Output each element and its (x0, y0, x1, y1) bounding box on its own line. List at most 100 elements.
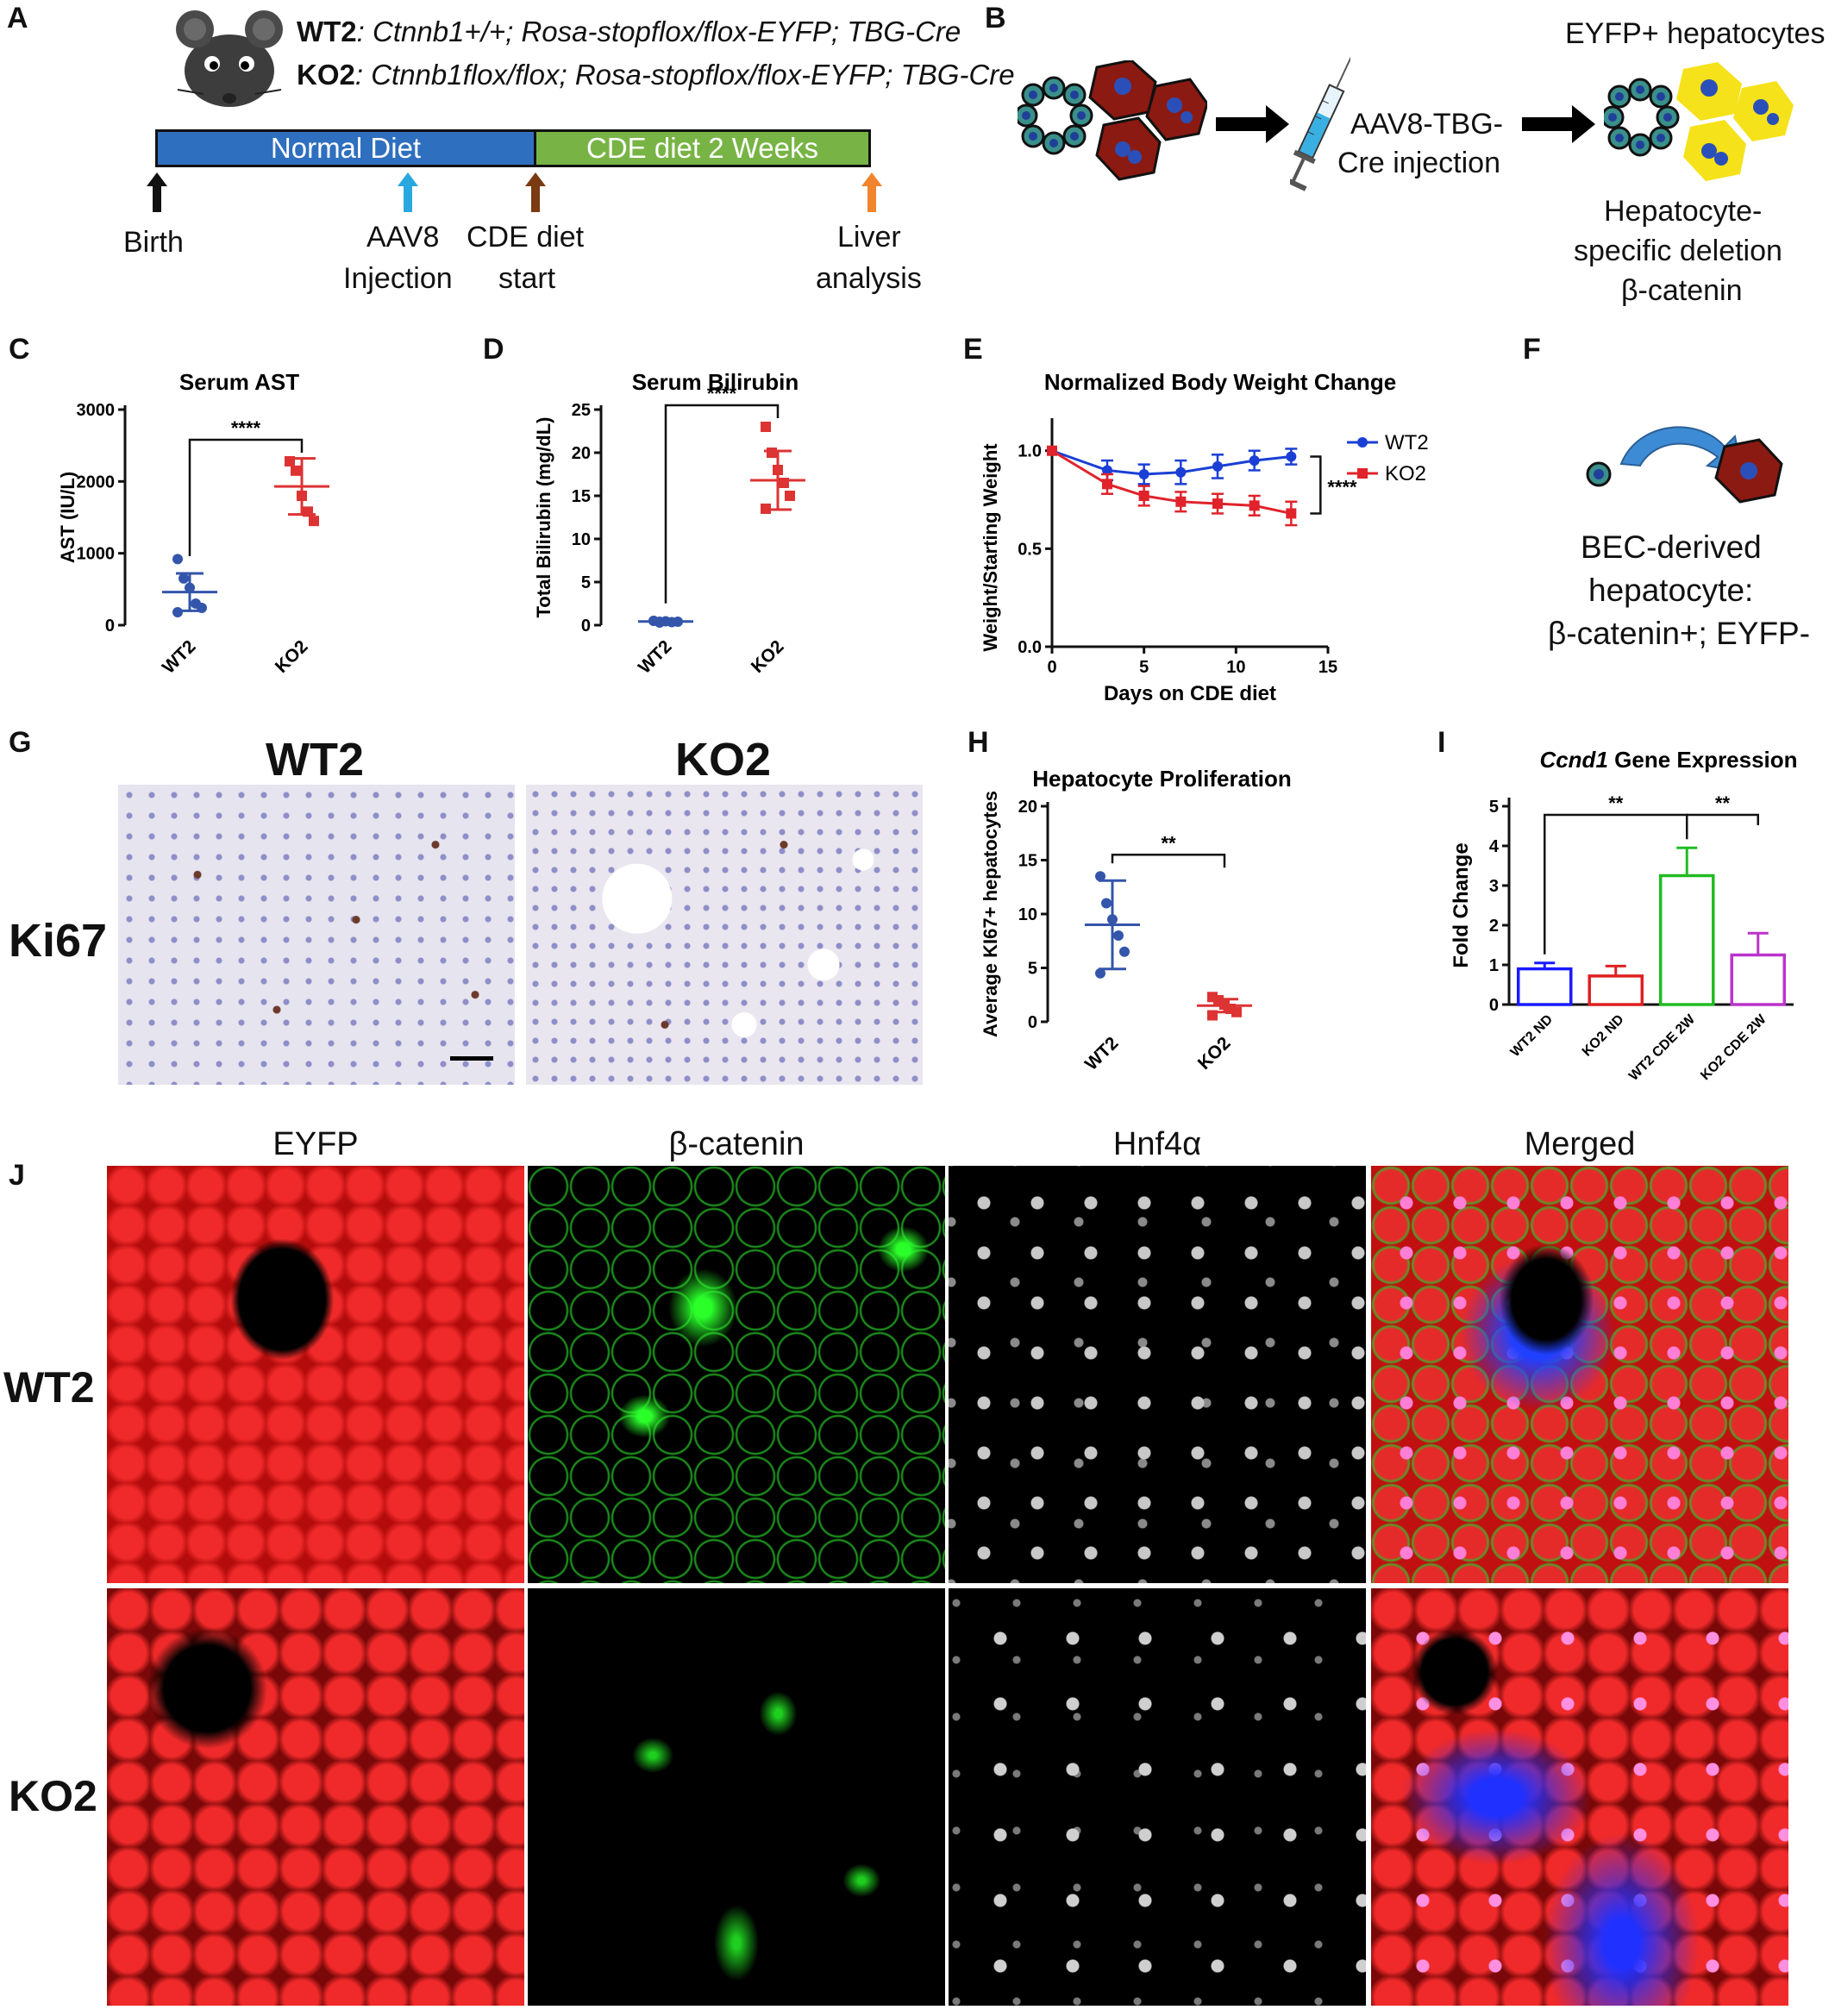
d-point (673, 617, 683, 627)
d-point (654, 617, 665, 628)
wt2-bcatenin-image (528, 1166, 945, 1583)
h-ytick-label: 10 (1018, 905, 1037, 924)
j-col-bcatenin: β-catenin (668, 1126, 805, 1162)
e-point (1249, 500, 1260, 511)
ko2-merged-image (1371, 1588, 1788, 2006)
e-point (1175, 466, 1187, 478)
i-bar (1730, 953, 1787, 1006)
h-point (1095, 967, 1105, 979)
e-point (1212, 498, 1223, 510)
event-liver-line1: Liver (837, 221, 901, 254)
ki67-col-wt2: WT2 (266, 734, 364, 786)
h-ytick-label: 0 (1028, 1013, 1037, 1032)
birth-arrow-icon (147, 172, 167, 212)
ki67-wt2-image (118, 785, 515, 1085)
genotype-wt2-name: WT2 (297, 16, 357, 47)
ko2-eyfp-image (107, 1588, 524, 2006)
i-ytick-label: 2 (1489, 917, 1499, 936)
wt2-merged-image (1371, 1166, 1788, 1583)
d-ylabel: Total Bilirubin (mg/dL) (533, 417, 554, 618)
event-aav8-line1: AAV8 (366, 221, 440, 254)
scale-bar (450, 1056, 493, 1061)
e-legend-marker (1357, 437, 1368, 448)
h-title: Hepatocyte Proliferation (1032, 766, 1292, 792)
j-col-merged: Merged (1524, 1126, 1636, 1162)
c-point (172, 554, 183, 565)
arrow-right-icon (1216, 105, 1289, 143)
aav8-arrow-icon (398, 172, 418, 212)
h-point (1107, 914, 1118, 925)
e-legend-label: KO2 (1385, 462, 1426, 485)
d-ytick-label: 10 (572, 530, 591, 549)
c-ytick-label: 2000 (77, 473, 116, 491)
j-row-wt2: WT2 (3, 1363, 95, 1412)
genotype-wt2: WT2: Ctnnb1+/+; Rosa-stopflox/flox-EYFP;… (297, 16, 961, 48)
c-xtick-label: WT2 (159, 636, 200, 678)
c-point (178, 573, 189, 584)
c-point (185, 582, 195, 593)
d-point (785, 491, 795, 501)
panel-i-label: I (1437, 726, 1446, 759)
injection-label-line2: Cre injection (1337, 147, 1500, 179)
genotype-wt2-text: : Ctnnb1+/+; Rosa-stopflox/flox-EYFP; TB… (356, 16, 961, 47)
d-ytick-label: 20 (572, 444, 591, 463)
e-point (1249, 455, 1260, 466)
cde-diet-bar: CDE diet 2 Weeks (534, 129, 871, 167)
panel-e-label: E (963, 333, 983, 366)
e-xtick-label: 5 (1139, 658, 1149, 677)
c-point (285, 456, 295, 466)
syringe-icon (1290, 56, 1350, 191)
e-point (1212, 460, 1223, 472)
d-point (761, 504, 771, 514)
panel-g-label: G (9, 726, 32, 759)
d-ytick-label: 5 (581, 573, 591, 592)
i-ytick-label: 5 (1489, 798, 1499, 817)
panel-f-label: F (1523, 333, 1541, 366)
d-point (767, 448, 777, 458)
e-point (1138, 469, 1149, 479)
e-point (1286, 508, 1297, 519)
d-point (773, 465, 783, 475)
i-bar (1658, 873, 1715, 1006)
e-point (1047, 445, 1057, 456)
result-line2: specific deletion (1574, 235, 1782, 267)
e-xtick-label: 10 (1226, 658, 1245, 677)
wt2-eyfp-image (107, 1166, 524, 1583)
body-weight-chart: Normalized Body Weight Change 0.0 0.5 1.0 0 5… (980, 369, 1429, 705)
c-ytick-label: 0 (105, 617, 115, 635)
i-ytick-label: 1 (1489, 956, 1499, 975)
i-ytick-label: 3 (1489, 877, 1499, 896)
cde-start-arrow-icon (525, 172, 546, 212)
i-sig-bracket (1544, 813, 1688, 955)
h-point (1119, 946, 1130, 957)
d-point (761, 422, 771, 432)
j-row-ko2: KO2 (9, 1772, 97, 1820)
ki67-row-label: Ki67 (9, 915, 108, 967)
e-point (1102, 479, 1112, 490)
c-title: Serum AST (179, 369, 299, 395)
h-point (1207, 1010, 1218, 1021)
hepatocyte-proliferation-chart: Hepatocyte Proliferation 0 5 10 15 20 Average … (980, 766, 1292, 1074)
e-ylabel: Weight/Starting Weight (980, 443, 1001, 652)
c-ylabel: AST (IU/L) (57, 472, 78, 563)
e-sig-bracket (1310, 455, 1322, 515)
e-point (1286, 451, 1297, 462)
injection-label-line1: AAV8-TBG- (1350, 108, 1503, 141)
c-sig-bracket (188, 438, 304, 556)
e-xtick-label: 0 (1047, 658, 1056, 677)
j-col-eyfp: EYFP (272, 1126, 359, 1162)
h-point (1231, 1006, 1242, 1017)
i-title-gene: Ccnd1 (1539, 747, 1607, 773)
d-sig-bracket (664, 404, 780, 604)
event-cde-line2: start (498, 262, 556, 295)
c-ytick-label: 1000 (77, 545, 116, 564)
e-ytick-label: 0.5 (1018, 540, 1042, 559)
i-xtick-label: KO2 CDE 2W (1698, 1011, 1769, 1083)
bec-line1: BEC-derived (1581, 529, 1762, 565)
event-liver-line2: analysis (816, 262, 922, 295)
i-title-rest: Gene Expression (1608, 747, 1798, 773)
e-point (1138, 491, 1149, 501)
d-xtick-label: KO2 (748, 636, 788, 677)
i-bar (1588, 974, 1644, 1006)
e-xtick-label: 15 (1318, 658, 1337, 677)
